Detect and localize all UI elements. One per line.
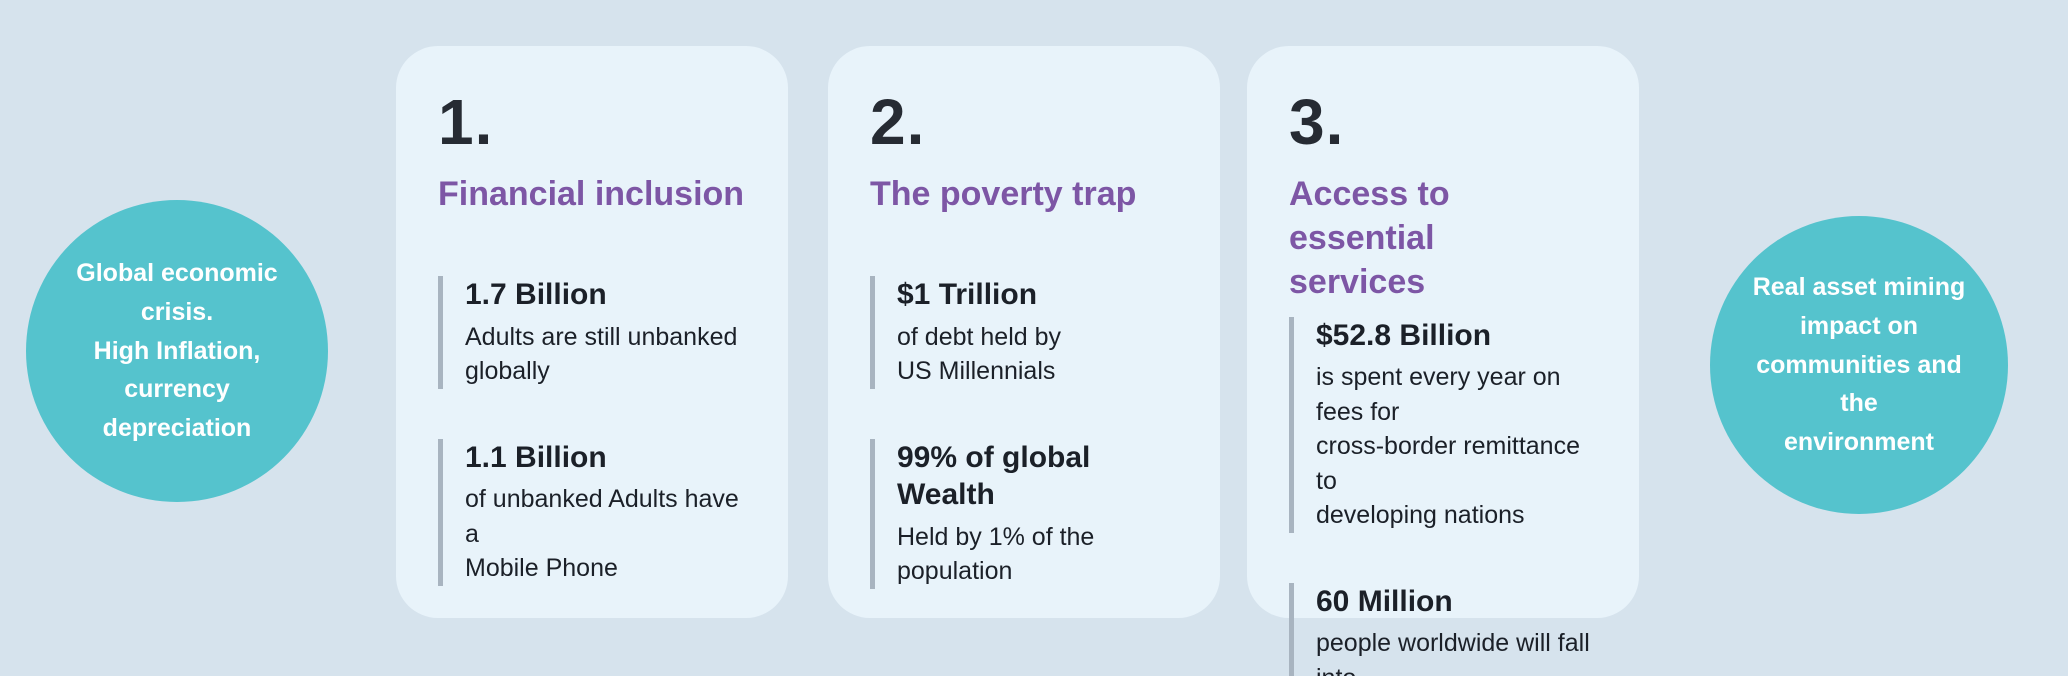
card-stats: $1 Trillion of debt held by US Millennia… [870, 276, 1184, 589]
stat-value: $52.8 Billion [1316, 318, 1492, 352]
stat-item: 1.7 Billion Adults are still unbanked gl… [438, 276, 752, 389]
card-financial-inclusion: 1. Financial inclusion 1.7 Billion Adult… [396, 46, 788, 618]
stat-description: of unbanked Adults have a Mobile Phone [465, 485, 739, 582]
card-number: 3. [1289, 86, 1345, 158]
card-stats: 1.7 Billion Adults are still unbanked gl… [438, 276, 752, 586]
mining-impact-bubble-text: Real asset mining impact on communities … [1752, 273, 1966, 457]
mining-impact-bubble: Real asset mining impact on communities … [1710, 216, 2008, 514]
card-title: The poverty trap [870, 175, 1137, 213]
card-number: 2. [870, 86, 926, 158]
stat-description: Held by 1% of the population [897, 522, 1095, 586]
stat-description: is spent every year on fees for cross-bo… [1316, 363, 1580, 530]
stat-value: 99% of global Wealth [897, 440, 1091, 512]
stat-item: $1 Trillion of debt held by US Millennia… [870, 276, 1184, 389]
card-poverty-trap: 2. The poverty trap $1 Trillion of debt … [828, 46, 1220, 618]
stat-item: $52.8 Billion is spent every year on fee… [1289, 316, 1603, 533]
card-number: 1. [438, 86, 494, 158]
stat-item: 1.1 Billion of unbanked Adults have a Mo… [438, 438, 752, 586]
stat-description: people worldwide will fall into poverty … [1316, 629, 1590, 676]
stat-description: of debt held by US Millennials [897, 322, 1062, 386]
card-title: Access to essential services [1289, 175, 1450, 302]
stat-item: 60 Million people worldwide will fall in… [1289, 582, 1603, 676]
stat-value: 60 Million [1316, 584, 1453, 618]
global-crisis-bubble: Global economic crisis. High Inflation, … [26, 200, 328, 502]
card-access-essential-services: 3. Access to essential services $52.8 Bi… [1247, 46, 1639, 676]
stat-value: 1.1 Billion [465, 440, 607, 474]
card-title: Financial inclusion [438, 175, 745, 213]
stat-value: $1 Trillion [897, 278, 1038, 311]
stat-description: Adults are still unbanked globally [465, 322, 738, 386]
card-stats: $52.8 Billion is spent every year on fee… [1289, 316, 1603, 676]
stat-value: 1.7 Billion [465, 278, 607, 311]
stat-item: 99% of global Wealth Held by 1% of the p… [870, 438, 1184, 589]
global-crisis-bubble-text: Global economic crisis. High Inflation, … [76, 259, 278, 443]
